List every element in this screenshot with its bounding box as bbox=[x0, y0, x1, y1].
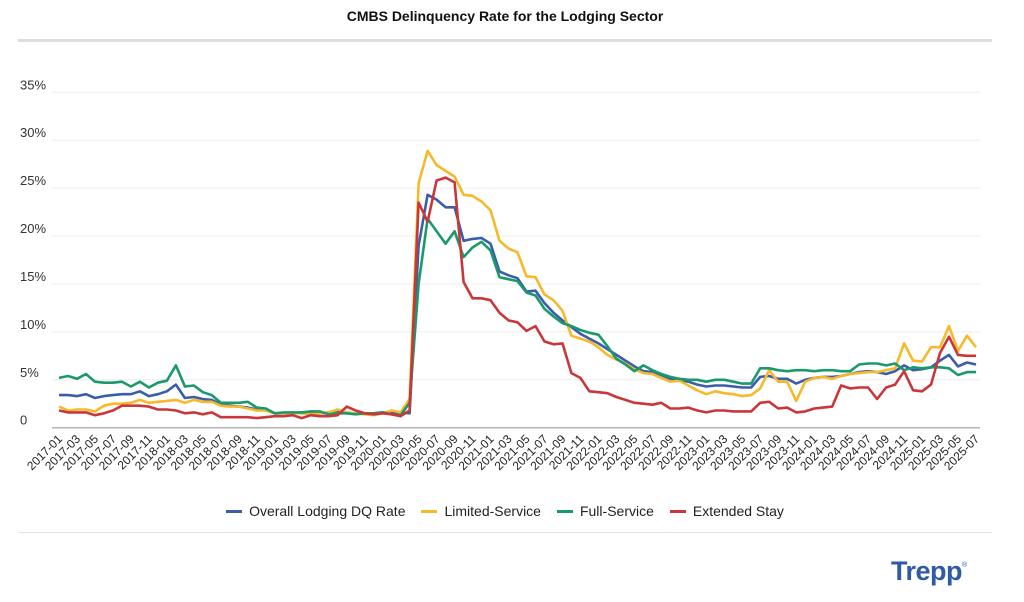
series-line-extended-stay bbox=[58, 176, 976, 420]
legend-swatch bbox=[421, 509, 438, 513]
y-tick-label: 20% bbox=[20, 221, 46, 236]
chart-title: CMBS Delinquency Rate for the Lodging Se… bbox=[346, 8, 664, 24]
footer-divider bbox=[18, 532, 992, 533]
y-tick-label: 15% bbox=[20, 269, 46, 284]
legend-swatch bbox=[226, 509, 243, 513]
series-line-overall-lodging-dq-rate bbox=[59, 193, 977, 415]
y-tick-label: 10% bbox=[20, 317, 46, 332]
legend-swatch bbox=[669, 509, 686, 513]
legend-label: Overall Lodging DQ Rate bbox=[249, 503, 406, 519]
legend-item-extended-stay[interactable]: Extended Stay bbox=[669, 503, 784, 519]
chart-legend: Overall Lodging DQ Rate Limited-Service … bbox=[0, 503, 1010, 519]
legend-label: Full-Service bbox=[579, 503, 654, 519]
trepp-logo: Trepp® bbox=[891, 556, 967, 587]
registered-mark: ® bbox=[962, 562, 967, 569]
series-line-limited-service bbox=[58, 149, 978, 417]
series-line-full-service bbox=[58, 217, 976, 417]
line-chart: 05%10%15%20%25%30%35%2017-012017-032017-… bbox=[20, 77, 982, 473]
y-tick-label: 0 bbox=[20, 413, 27, 428]
logo-text: Trepp bbox=[891, 556, 963, 586]
legend-label: Limited-Service bbox=[444, 503, 541, 519]
legend-swatch bbox=[556, 509, 573, 513]
y-tick-label: 25% bbox=[20, 173, 46, 188]
legend-item-full-service[interactable]: Full-Service bbox=[556, 503, 654, 519]
y-tick-label: 5% bbox=[20, 365, 39, 380]
legend-label: Extended Stay bbox=[692, 503, 784, 519]
legend-item-overall[interactable]: Overall Lodging DQ Rate bbox=[226, 503, 405, 519]
legend-item-limited-service[interactable]: Limited-Service bbox=[421, 503, 541, 519]
y-tick-label: 35% bbox=[20, 77, 46, 92]
title-divider bbox=[18, 39, 992, 42]
y-tick-label: 30% bbox=[20, 125, 46, 140]
